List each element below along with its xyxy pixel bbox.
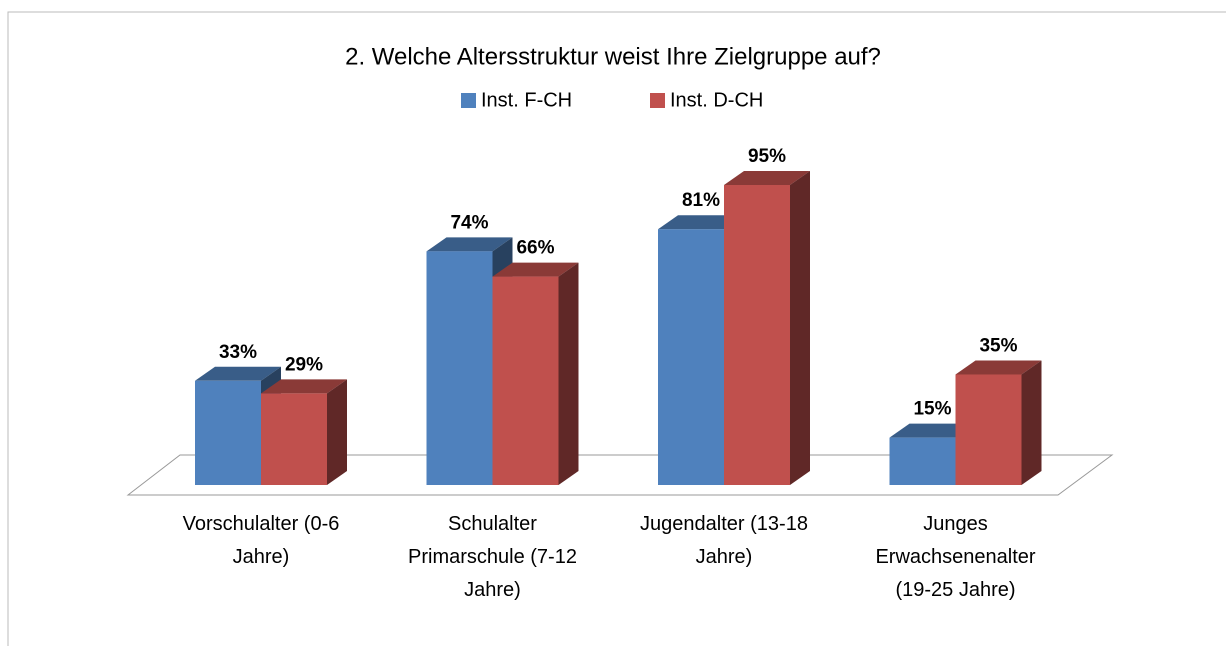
value-label: 74% — [450, 212, 488, 233]
bar-side — [558, 262, 579, 485]
bar — [426, 251, 493, 485]
legend-swatch — [650, 93, 665, 108]
value-label: 95% — [748, 146, 786, 167]
floor — [126, 454, 1114, 496]
value-label: 81% — [682, 190, 720, 211]
bar-side — [1021, 360, 1042, 485]
bar-top — [195, 366, 281, 381]
bar-top — [658, 215, 744, 230]
value-label: 66% — [516, 238, 554, 259]
value-label: 15% — [913, 399, 951, 420]
bar-side — [790, 171, 810, 485]
value-label: 29% — [285, 354, 323, 375]
bar-side — [327, 379, 347, 485]
legend-label: Inst. F-CH — [481, 89, 572, 111]
x-tick-label: Schulalter Primarschule (7-12 Jahre) — [408, 513, 577, 601]
legend-swatch — [461, 93, 476, 108]
bar — [492, 276, 559, 485]
bar — [955, 374, 1022, 485]
bar-top — [492, 262, 579, 277]
value-label: 35% — [979, 335, 1017, 356]
x-tick-label: Jugendalter (13-18 Jahre) — [640, 513, 808, 568]
value-label: 33% — [219, 342, 257, 363]
bar-top — [261, 379, 347, 394]
bar — [658, 229, 724, 485]
bar-top — [955, 360, 1042, 375]
bar — [889, 437, 956, 485]
x-tick-label: Vorschulalter (0-6 Jahre) — [182, 513, 340, 568]
chart-title: 2. Welche Altersstruktur weist Ihre Ziel… — [345, 43, 881, 70]
chart-border — [7, 11, 1226, 646]
bar — [261, 393, 327, 485]
bar — [724, 185, 790, 485]
bar-top — [889, 423, 976, 438]
x-tick-label: Junges Erwachsenenalter (19-25 Jahre) — [875, 513, 1036, 601]
bar-top — [724, 171, 810, 185]
legend-label: Inst. D-CH — [670, 89, 763, 111]
bar-top — [426, 237, 513, 252]
bar — [195, 380, 261, 485]
